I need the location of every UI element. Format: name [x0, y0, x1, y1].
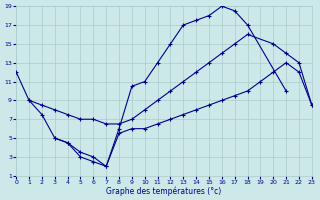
X-axis label: Graphe des températures (°c): Graphe des températures (°c) [106, 186, 222, 196]
